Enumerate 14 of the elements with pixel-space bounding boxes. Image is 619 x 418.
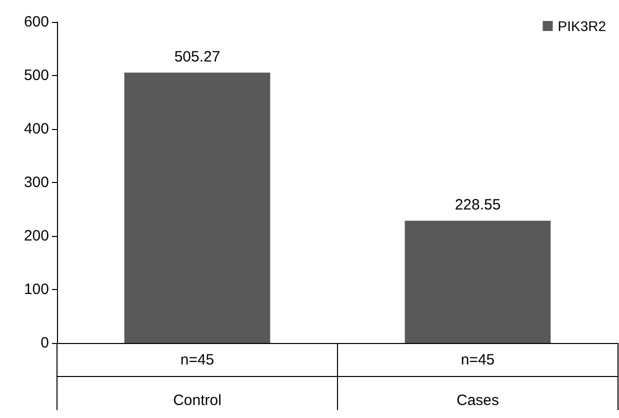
y-tick-label: 400: [24, 120, 49, 138]
y-tick-label: 600: [24, 14, 49, 30]
data-label: 505.27: [174, 48, 220, 66]
y-tick-label: 300: [24, 174, 49, 191]
y-tick-label: 100: [24, 281, 49, 298]
x-tick-label: Control: [173, 392, 222, 409]
legend-label: PIK3R2: [558, 18, 606, 34]
y-tick-label: 0: [40, 334, 49, 352]
y-tick-label: 500: [24, 67, 49, 84]
x-tick-label: Cases: [456, 392, 500, 409]
text: n=45: [180, 352, 214, 368]
data-label: 228.55: [454, 196, 501, 214]
text: n=45: [460, 352, 495, 368]
y-tick-label: 200: [24, 228, 49, 244]
